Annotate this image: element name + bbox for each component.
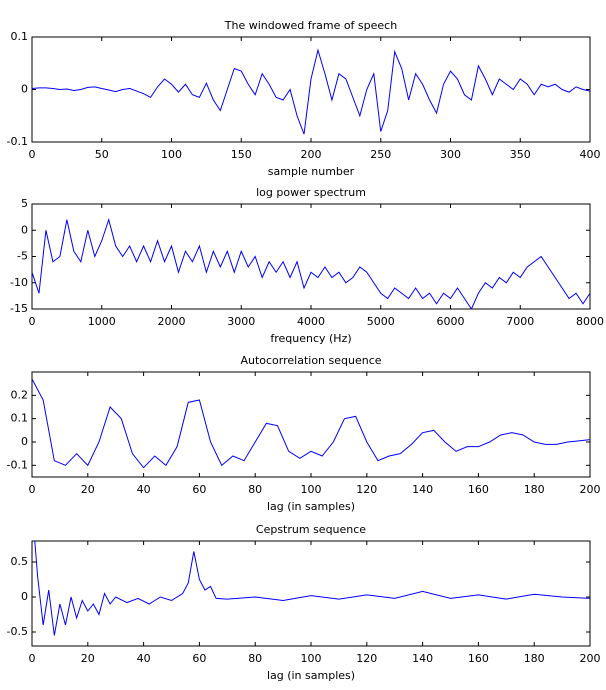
data-line [32,378,590,469]
x-tick-label: 50 [95,148,109,161]
x-tick-label: 40 [137,652,151,665]
x-tick-label: 300 [440,148,461,161]
x-tick-label: 60 [192,483,206,496]
x-axis-label: lag (in samples) [267,669,355,682]
x-tick-label: 20 [81,652,95,665]
x-tick-label: 7000 [506,315,534,328]
y-tick-label: -15 [10,302,28,315]
y-tick-label: -5 [17,250,28,263]
x-tick-label: 80 [248,483,262,496]
y-tick-label: -10 [10,276,28,289]
x-tick-label: 0 [29,652,36,665]
x-tick-label: 5000 [367,315,395,328]
chart-title: Cepstrum sequence [256,523,366,536]
y-tick-label: 0.1 [11,30,29,43]
x-tick-label: 200 [580,483,601,496]
x-tick-label: 1000 [88,315,116,328]
y-tick-label: 0.2 [11,388,29,401]
x-tick-label: 120 [356,483,377,496]
x-tick-label: 6000 [437,315,465,328]
x-tick-label: 140 [412,652,433,665]
x-tick-label: 40 [137,483,151,496]
x-tick-label: 20 [81,483,95,496]
x-tick-label: 100 [161,148,182,161]
x-tick-label: 0 [29,315,36,328]
data-line [34,541,590,636]
plot-area [31,203,591,310]
x-tick-label: 4000 [297,315,325,328]
x-tick-label: 350 [510,148,531,161]
x-tick-label: 400 [580,148,601,161]
y-tick-label: 0 [21,223,28,236]
x-tick-label: 180 [524,483,545,496]
plot-area [31,540,591,647]
x-tick-label: 140 [412,483,433,496]
x-tick-label: 2000 [158,315,186,328]
x-tick-label: 150 [231,148,252,161]
x-tick-label: 200 [580,652,601,665]
x-tick-label: 180 [524,652,545,665]
x-tick-label: 0 [29,148,36,161]
y-tick-label: 0 [21,590,28,603]
data-line [32,48,590,135]
y-tick-label: -0.5 [7,625,28,638]
y-tick-label: 0.1 [11,412,29,425]
x-tick-label: 8000 [576,315,604,328]
plot-area [31,371,591,478]
y-tick-label: 0 [21,435,28,448]
x-tick-label: 80 [248,652,262,665]
x-tick-label: 3000 [227,315,255,328]
x-tick-label: 200 [301,148,322,161]
y-tick-label: 0.5 [11,555,29,568]
y-tick-label: 5 [21,197,28,210]
x-tick-label: 100 [301,483,322,496]
x-tick-label: 160 [468,652,489,665]
y-tick-label: -0.1 [7,458,28,471]
x-tick-label: 60 [192,652,206,665]
plot-area [31,36,591,143]
x-axis-label: sample number [268,165,355,178]
x-tick-label: 0 [29,483,36,496]
x-tick-label: 160 [468,483,489,496]
x-tick-label: 120 [356,652,377,665]
x-axis-label: frequency (Hz) [270,332,351,345]
chart-title: log power spectrum [256,186,366,199]
chart-title: The windowed frame of speech [224,19,397,32]
x-tick-label: 250 [370,148,391,161]
x-tick-label: 100 [301,652,322,665]
data-line [32,218,590,309]
x-axis-label: lag (in samples) [267,500,355,513]
y-tick-label: 0 [21,83,28,96]
y-tick-label: -0.1 [7,135,28,148]
chart-title: Autocorrelation sequence [240,354,381,367]
